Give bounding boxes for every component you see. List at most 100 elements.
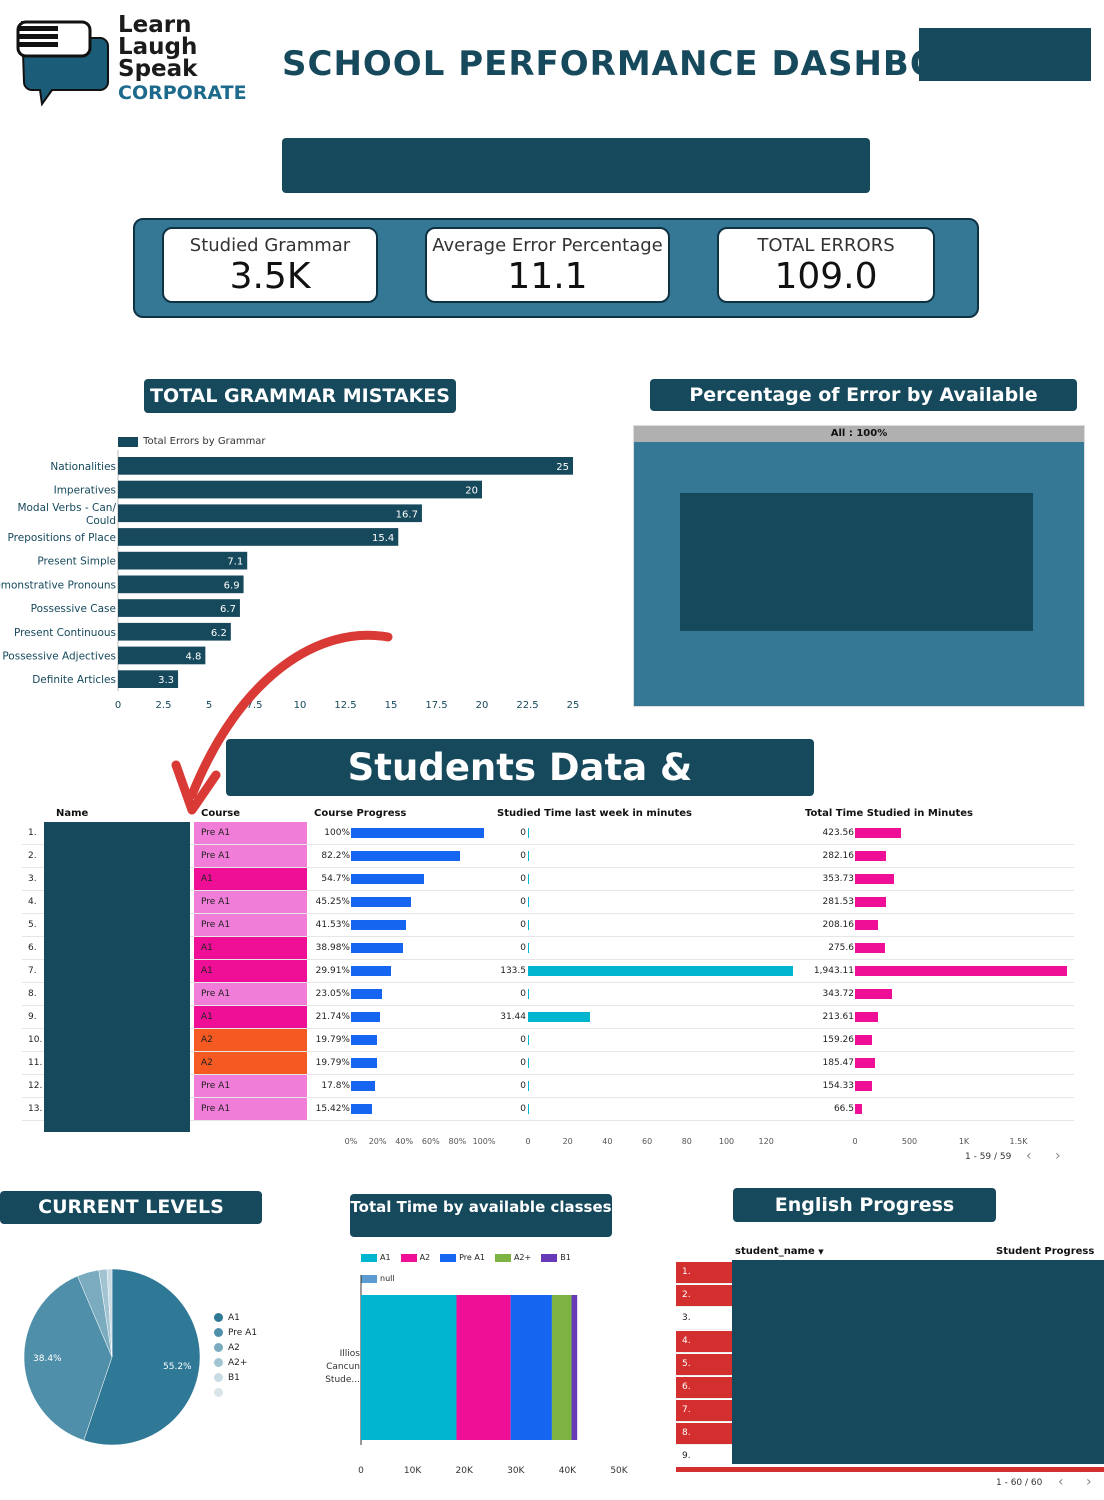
logo-corporate: CORPORATE [118,82,247,104]
logo-line-speak: Speak [118,56,198,82]
legend-swatch [440,1253,457,1262]
total-bar [855,1081,872,1091]
table-row[interactable]: 11. A2 19.79% 0 185.47 [22,1052,1074,1075]
total-value: 353.73 [822,874,855,884]
table-row[interactable]: 2. Pre A1 82.2% 0 282.16 [22,845,1074,868]
stacked-segment[interactable] [361,1295,457,1440]
grammar-category-label: Present Continuous [14,627,116,639]
total-bar [855,966,1067,976]
table-row[interactable]: 13. Pre A1 15.42% 0 66.5 [22,1098,1074,1121]
next-page-icon[interactable]: › [1055,1148,1061,1164]
progress-bar [351,1012,380,1022]
time-tick-label: 0 [358,1466,364,1476]
col-week[interactable]: Studied Time last week in minutes [497,808,692,819]
red-arrow-annotation [171,630,393,815]
table-row[interactable]: 1. Pre A1 100% 0 423.56 [22,822,1074,845]
table-row[interactable]: 6. A1 38.98% 0 275.6 [22,937,1074,960]
treemap[interactable]: All : 100% [633,425,1085,707]
stacked-segment[interactable] [571,1295,578,1440]
table-row[interactable]: 5. Pre A1 41.53% 0 208.16 [22,914,1074,937]
pie-slice[interactable] [83,1268,201,1446]
grammar-bar[interactable] [118,599,240,617]
legend-swatch [118,436,138,447]
grammar-bar[interactable] [118,670,179,688]
table-row[interactable]: 4. Pre A1 45.25% 0 281.53 [22,891,1074,914]
grammar-bar[interactable] [118,480,482,499]
progress-value: 45.25% [315,897,350,907]
grammar-data-label: 6.7 [220,604,236,615]
progress-prev-icon[interactable]: ‹ [1058,1474,1064,1490]
stacked-segment[interactable] [456,1295,511,1440]
progress-bar [351,1081,375,1091]
time-category-label: Illios Cancun Stude... [318,1348,360,1387]
legend-dot [214,1343,223,1352]
stacked-segment[interactable] [510,1295,552,1440]
col-student-progress[interactable]: Student Progress [996,1246,1095,1257]
row-number: 4. [682,1336,691,1346]
progress-mask [732,1260,1104,1464]
grammar-bar[interactable] [118,646,206,665]
grammar-data-label: 3.3 [158,675,174,686]
table-row[interactable]: 8. Pre A1 23.05% 0 343.72 [22,983,1074,1006]
grammar-bar[interactable] [118,622,231,641]
row-number: 3. [682,1313,691,1323]
legend-item: Pre A1 [440,1253,485,1262]
col-student-name[interactable]: student_name ▼ [735,1246,824,1257]
axis-tick-label: 0 [852,1137,857,1146]
grammar-bar[interactable] [118,457,573,475]
col-name[interactable]: Name [56,808,89,819]
table-row[interactable]: 10. A2 19.79% 0 159.26 [22,1029,1074,1052]
legend-dot [214,1358,223,1367]
prev-page-icon[interactable]: ‹ [1026,1148,1032,1164]
filter-bar[interactable] [282,138,870,193]
pie-label-pre-a1: 38.4% [33,1354,62,1364]
col-total[interactable]: Total Time Studied in Minutes [805,808,974,819]
total-value: 66.5 [833,1104,854,1114]
axis-tick-label: 120 [759,1137,774,1146]
col-course[interactable]: Course [201,808,240,819]
students-pagination: 1 - 59 / 59 [965,1152,1012,1162]
grammar-category-label: Imperatives [54,485,116,497]
grammar-bar[interactable] [118,504,422,523]
progress-bar [351,943,403,953]
row-number: 12. [28,1081,43,1091]
legend-item: A2 [214,1343,257,1358]
legend-label: A2 [419,1253,431,1262]
kpi-studied-grammar: Studied Grammar 3.5K [162,227,378,303]
table-row[interactable]: 12. Pre A1 17.8% 0 154.33 [22,1075,1074,1098]
legend-label: A1 [380,1253,391,1262]
row-number: 11. [28,1058,43,1068]
course-cell: Pre A1 [194,822,307,844]
progress-value: 19.79% [315,1035,350,1045]
progress-next-icon[interactable]: › [1086,1474,1092,1490]
speech-bubble-logo-icon [16,20,109,107]
pie-slice[interactable] [23,1275,113,1441]
table-row[interactable]: 7. A1 29.91% 133.5 1,943.11 [22,960,1074,983]
col-progress[interactable]: Course Progress [314,808,407,819]
grammar-tick-label: 0 [115,700,121,711]
time-legend: A1 A2 Pre A1 A2+ B1 null [361,1245,611,1287]
legend-label: B1 [228,1373,240,1383]
axis-tick-label: 100 [719,1137,734,1146]
week-value: 0 [520,874,526,884]
grammar-tick-label: 17.5 [425,700,447,711]
week-bar [528,874,529,884]
stacked-segment[interactable] [551,1295,572,1440]
pie-slice[interactable] [106,1268,113,1358]
time-tick-label: 20K [456,1466,474,1476]
table-row[interactable]: 9. A1 21.74% 31.44 213.61 [22,1006,1074,1029]
logo-line-laugh: Laugh [118,34,198,60]
grammar-bar[interactable] [118,551,248,570]
sort-down-icon[interactable]: ▼ [818,1248,824,1256]
week-value: 31.44 [500,1012,526,1022]
row-number: 10. [28,1035,43,1045]
grammar-bar[interactable] [118,528,399,546]
course-cell: A1 [194,960,307,982]
legend-swatch [494,1253,511,1262]
grammar-tick-label: 12.5 [334,700,356,711]
grammar-bar[interactable] [118,575,244,594]
table-row[interactable]: 3. A1 54.7% 0 353.73 [22,868,1074,891]
axis-tick-label: 40% [395,1137,413,1146]
week-value: 0 [520,851,526,861]
col-student-name-label: student_name [735,1246,815,1257]
